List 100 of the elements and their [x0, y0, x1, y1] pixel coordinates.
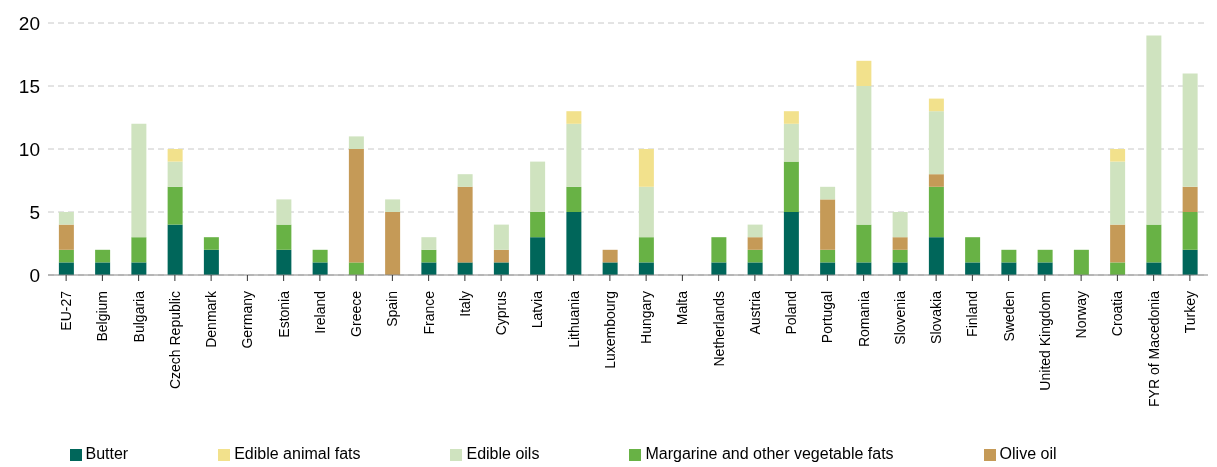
bar: [276, 249, 292, 275]
x-tick-label: Latvia: [529, 290, 546, 329]
legend-label: Edible oils: [466, 445, 540, 462]
x-tick-label: Lithuania: [565, 290, 582, 348]
x-tick-label: Bulgaria: [130, 290, 147, 343]
bar: [747, 249, 763, 263]
bar: [928, 111, 944, 175]
x-tick-label: Netherlands: [710, 291, 727, 367]
bar: [711, 262, 727, 275]
bar: [58, 212, 74, 225]
bar: [892, 262, 908, 275]
bar: [965, 262, 981, 275]
legend-label: Olive oil: [999, 445, 1057, 462]
x-tick-label: Norway: [1073, 291, 1090, 339]
bar: [892, 212, 908, 238]
bar: [602, 249, 618, 263]
bar: [638, 237, 654, 263]
bar: [783, 212, 799, 275]
bar: [167, 149, 183, 162]
bar: [131, 123, 147, 238]
bar: [820, 186, 836, 200]
bar: [58, 224, 74, 250]
x-tick-label: Turkey: [1181, 291, 1198, 334]
bar: [602, 262, 618, 275]
bar: [312, 249, 328, 263]
bar: [566, 123, 582, 187]
bar: [203, 237, 219, 250]
x-tick-label: Czech Republic: [166, 291, 183, 390]
bar: [638, 186, 654, 238]
x-tick-label: Estonia: [275, 290, 292, 338]
bar: [421, 249, 437, 263]
bar: [1001, 249, 1017, 263]
bar: [493, 262, 509, 275]
x-tick-label: Denmark: [203, 290, 220, 348]
y-tick-label: 5: [29, 201, 40, 223]
bar: [820, 262, 836, 275]
bar: [131, 237, 147, 263]
bar: [457, 174, 473, 187]
bar: [276, 224, 292, 250]
bar: [856, 86, 872, 225]
bar: [1110, 149, 1126, 162]
bar: [1037, 249, 1053, 263]
bar: [348, 136, 364, 149]
legend-label: Margarine and other vegetable fats: [645, 445, 894, 462]
x-tick-label: United Kingdom: [1036, 291, 1053, 391]
x-tick-label: France: [420, 290, 437, 335]
bar: [1110, 262, 1126, 275]
bar: [711, 237, 727, 263]
y-tick-label: 0: [29, 264, 40, 286]
bar: [421, 237, 437, 250]
x-tick-label: Poland: [783, 291, 800, 335]
bar: [566, 111, 582, 124]
x-tick-label: Croatia: [1109, 290, 1126, 337]
x-tick-label: Hungary: [638, 291, 655, 344]
bar: [928, 237, 944, 275]
bar: [928, 174, 944, 187]
bar: [276, 199, 292, 225]
bar: [167, 161, 183, 187]
bar: [1146, 35, 1162, 225]
legend-label: Butter: [85, 445, 129, 462]
x-tick-label: Slovakia: [928, 290, 945, 344]
bar: [530, 212, 546, 238]
x-tick-label: Cyprus: [493, 291, 510, 336]
bar: [1073, 249, 1089, 275]
x-tick-label: Ireland: [311, 291, 328, 334]
bar: [203, 249, 219, 275]
bar: [1182, 212, 1198, 250]
bar: [747, 224, 763, 238]
x-tick-label: Greece: [348, 290, 365, 337]
bar: [1182, 73, 1198, 187]
bar: [348, 149, 364, 263]
bar: [493, 249, 509, 263]
bar: [638, 149, 654, 187]
legend-label: Edible animal fats: [234, 445, 361, 462]
bar: [783, 123, 799, 162]
x-tick-label: Austria: [746, 290, 763, 335]
bar: [928, 98, 944, 112]
bar: [566, 186, 582, 212]
y-tick-label: 20: [18, 12, 40, 34]
bar: [747, 237, 763, 250]
bar: [1182, 249, 1198, 275]
bar: [566, 212, 582, 275]
bar: [95, 262, 111, 275]
bar: [783, 111, 799, 124]
bar: [457, 262, 473, 275]
bar: [892, 249, 908, 263]
bar: [385, 212, 401, 275]
bar: [131, 262, 147, 275]
x-tick-label: Spain: [384, 291, 401, 327]
bar: [421, 262, 437, 275]
bar: [167, 224, 183, 275]
bar: [928, 186, 944, 238]
bar: [530, 237, 546, 275]
bar: [856, 262, 872, 275]
x-tick-label: Italy: [456, 291, 473, 317]
bar: [856, 60, 872, 86]
bar: [457, 186, 473, 263]
x-tick-label: Slovenia: [891, 290, 908, 345]
bar: [1110, 161, 1126, 225]
x-tick-label: Romania: [855, 290, 872, 348]
